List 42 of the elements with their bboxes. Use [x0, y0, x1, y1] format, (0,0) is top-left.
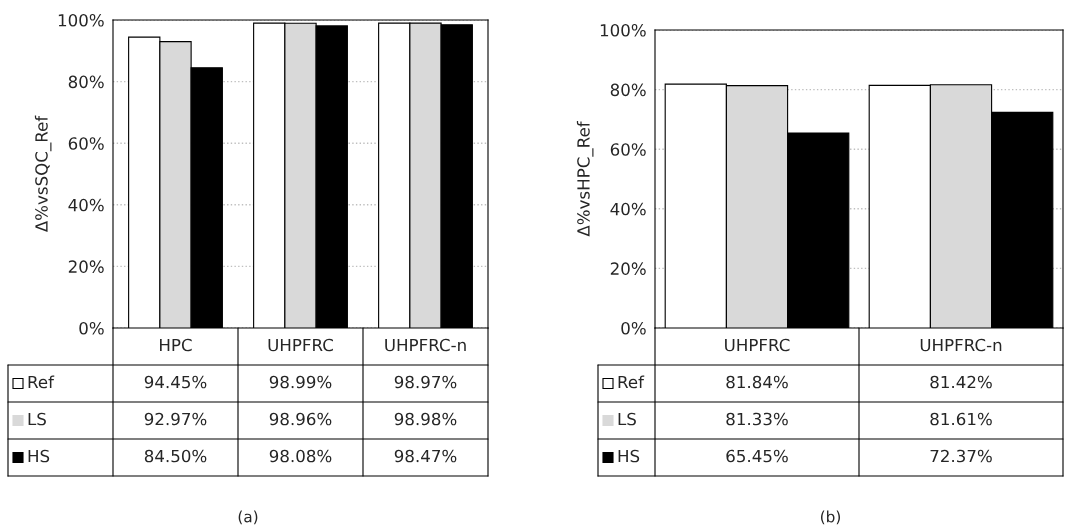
legend-label: LS	[28, 412, 46, 426]
y-tick-label: 40%	[610, 202, 646, 216]
data-label: 84.50%	[144, 449, 207, 463]
x-tick-label: UHPFRC	[268, 338, 333, 352]
data-label: 98.96%	[269, 412, 332, 426]
data-label: 81.61%	[930, 412, 992, 426]
data-label: 98.98%	[394, 412, 457, 426]
data-label: 98.99%	[269, 375, 332, 389]
data-label: 98.47%	[394, 449, 457, 463]
y-tick-label: 20%	[610, 262, 646, 275]
y-axis-title: Δ%vsSQC_Ref	[34, 115, 52, 233]
y-axis-title: Δ%vsHPC_Ref	[576, 121, 594, 237]
y-tick-label: 0%	[79, 321, 104, 335]
x-tick-label: HPC	[160, 338, 192, 352]
x-tick-label: UHPFRC	[725, 338, 790, 352]
x-tick-label: UHPFRC-n	[385, 338, 466, 352]
data-label: 81.33%	[726, 412, 788, 426]
y-tick-label: 60%	[610, 143, 646, 156]
data-label: 65.45%	[726, 449, 788, 463]
y-tick-label: 0%	[621, 321, 646, 335]
data-label: 94.45%	[144, 375, 207, 389]
y-tick-label: 100%	[58, 13, 104, 27]
text: (b)	[821, 510, 840, 525]
data-label: 72.37%	[930, 449, 992, 463]
data-label: 98.08%	[269, 449, 332, 463]
y-tick-label: 100%	[600, 23, 646, 37]
y-tick-label: 80%	[610, 83, 646, 97]
data-label: 81.42%	[930, 375, 992, 389]
data-label: 98.97%	[394, 375, 457, 389]
data-label: 81.84%	[726, 375, 788, 389]
legend-label: Ref	[28, 375, 55, 389]
legend-label: HS	[28, 449, 50, 463]
legend-label: LS	[618, 412, 636, 426]
text: (a)	[238, 510, 258, 525]
data-label: 92.97%	[144, 412, 207, 426]
x-tick-label: UHPFRC-n	[920, 338, 1002, 352]
y-tick-label: 20%	[68, 260, 104, 273]
y-tick-label: 40%	[68, 198, 104, 212]
y-tick-label: 80%	[68, 75, 104, 89]
legend-label: HS	[618, 449, 640, 463]
y-tick-label: 60%	[68, 137, 104, 150]
legend-label: Ref	[618, 375, 645, 389]
